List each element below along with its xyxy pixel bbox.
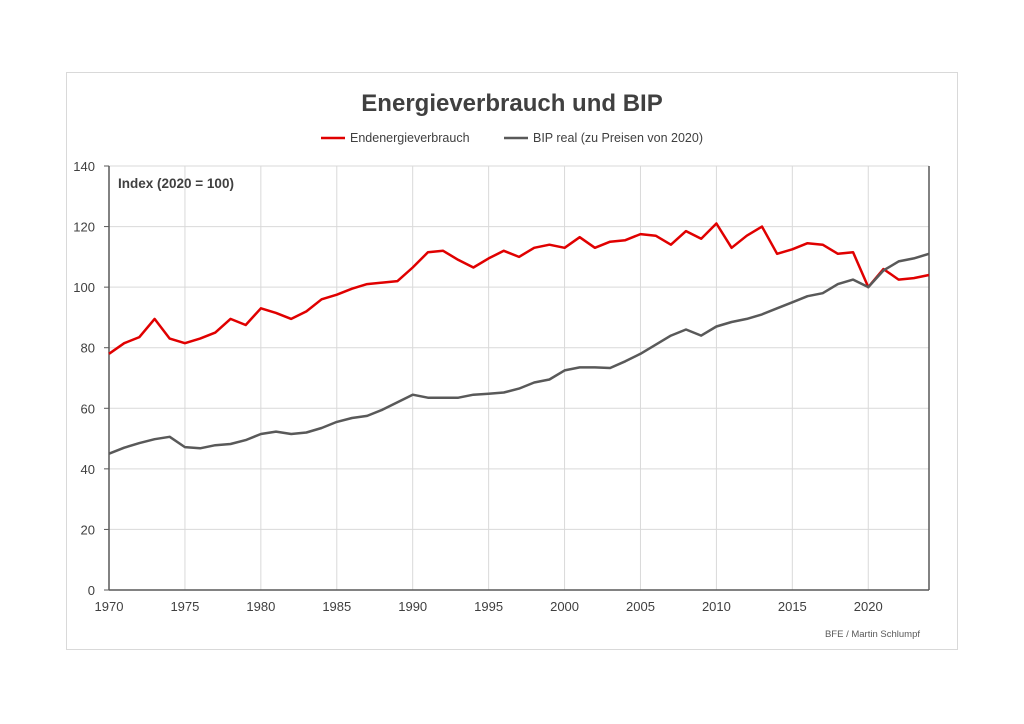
chart-frame [66, 72, 958, 650]
x-tick-label: 1980 [246, 599, 275, 614]
y-tick-label: 120 [73, 220, 95, 235]
y-tick-label: 0 [88, 583, 95, 598]
y-tick-label: 20 [81, 522, 95, 537]
x-tick-label: 2015 [778, 599, 807, 614]
legend: Endenergieverbrauch BIP real (zu Preisen… [321, 131, 703, 145]
x-tick-label: 1995 [474, 599, 503, 614]
x-tick-label: 2000 [550, 599, 579, 614]
legend-label-energy: Endenergieverbrauch [350, 131, 470, 145]
y-tick-label: 140 [73, 159, 95, 174]
chart-title: Energieverbrauch und BIP [361, 90, 662, 117]
x-tick-label: 2005 [626, 599, 655, 614]
y-tick-label: 40 [81, 462, 95, 477]
x-tick-label: 1985 [322, 599, 351, 614]
y-tick-label: 80 [81, 341, 95, 356]
x-tick-label: 2010 [702, 599, 731, 614]
series-line-energy [108, 222, 930, 355]
credit-text: BFE / Martin Schlumpf [825, 629, 920, 640]
series-line-gdp [108, 252, 930, 455]
x-tick-label: 1990 [398, 599, 427, 614]
x-tick-label: 1975 [170, 599, 199, 614]
x-tick-label: 1970 [95, 599, 124, 614]
y-tick-label: 60 [81, 401, 95, 416]
index-annotation: Index (2020 = 100) [118, 176, 234, 191]
x-tick-label: 2020 [854, 599, 883, 614]
y-tick-label: 100 [73, 280, 95, 295]
legend-label-gdp: BIP real (zu Preisen von 2020) [533, 131, 703, 145]
